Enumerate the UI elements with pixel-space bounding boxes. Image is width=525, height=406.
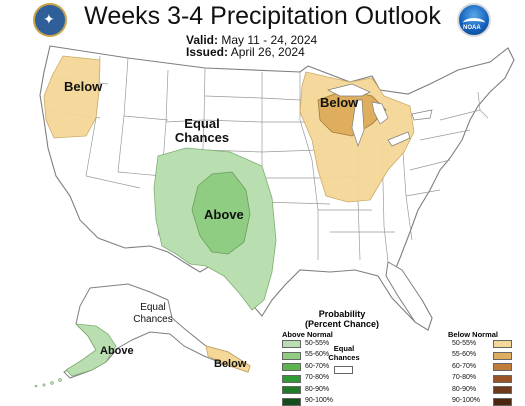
southern-plains-above-55-60-area (191, 171, 251, 255)
label-alaska-equal-line2: Chances (133, 314, 173, 325)
issued-value: April 26, 2024 (230, 45, 305, 59)
legend-above-swatch (282, 397, 301, 406)
legend-above-swatch (282, 351, 301, 360)
legend-above-swatch (282, 340, 301, 348)
label-alaska-equal-line1: Equal (140, 302, 166, 313)
legend-title-line1: Probability (318, 309, 366, 319)
legend-below-swatch (493, 363, 512, 371)
legend-below-label: 50-55% (452, 339, 477, 347)
florida-peninsula (385, 261, 433, 331)
legend-above-label: 90-100% (305, 397, 334, 404)
label-alaska-equal-chances: Equal Chances (128, 302, 178, 326)
legend-below-label: 90-100% (452, 397, 481, 404)
label-southern-plains-above: Above (204, 207, 244, 222)
noaa-logo-icon: NOAA (457, 3, 491, 37)
legend-below-swatch (493, 374, 512, 383)
legend-below-swatch (493, 351, 512, 360)
legend-above-swatch (282, 363, 301, 371)
legend-below-label: 55-60% (452, 351, 477, 358)
label-northwest-below: Below (64, 79, 103, 94)
valid-value: May 11 - 24, 2024 (221, 33, 318, 47)
legend-above-label: 60-70% (305, 362, 330, 370)
alaska-below-normal-area (205, 345, 251, 373)
issued-date: Issued: April 26, 2024 (186, 45, 305, 59)
label-alaska-above: Above (100, 345, 134, 357)
legend-equal-chances-swatch (334, 366, 353, 374)
legend-above-swatch (282, 386, 301, 394)
label-alaska-below: Below (214, 358, 247, 370)
label-central-equal-chances: Equal Chances (174, 117, 230, 145)
legend-above-swatch (282, 374, 301, 383)
issued-label: Issued: (186, 45, 229, 59)
valid-label: Valid: (186, 33, 219, 47)
legend-title: Probability (Percent Chance) (302, 309, 382, 329)
label-great-lakes-below: Below (320, 95, 359, 110)
legend-above-label: 70-80% (305, 374, 330, 381)
legend-below-swatch (493, 340, 512, 348)
valid-dates: Valid: May 11 - 24, 2024 (186, 33, 317, 47)
alaska-above-normal-area (65, 323, 117, 377)
legend-below-header: Below Normal (448, 330, 499, 339)
eagle-icon: ✦ (43, 11, 55, 27)
legend-below-swatch (493, 386, 512, 394)
legend-below-swatch (493, 397, 512, 406)
legend-below-label: 80-90% (452, 385, 477, 393)
legend-equal-line1: Equal (333, 344, 355, 353)
doc-seal-icon: ✦ (33, 3, 67, 37)
legend-below-label: 70-80% (452, 374, 477, 381)
great-lakes-water (326, 83, 433, 148)
legend-above-label: 55-60% (305, 351, 330, 358)
gull-icon (463, 18, 485, 28)
label-central-equal-line1: Equal (184, 116, 220, 131)
legend-below-label: 60-70% (452, 362, 477, 370)
aleutian-islands (34, 378, 62, 388)
legend-above-label: 50-55% (305, 339, 330, 347)
label-central-equal-line2: Chances (174, 130, 230, 145)
northwest-below-normal-area (43, 55, 101, 139)
legend-equal-chances: Equal Chances (326, 344, 362, 362)
legend-equal-line2: Chances (328, 353, 360, 362)
page-title: Weeks 3-4 Precipitation Outlook (84, 2, 441, 30)
legend-title-line2: (Percent Chance) (304, 319, 380, 329)
legend-above-header: Above Normal (282, 330, 333, 339)
noaa-logo-text: NOAA (463, 25, 481, 31)
legend-above-label: 80-90% (305, 385, 330, 393)
